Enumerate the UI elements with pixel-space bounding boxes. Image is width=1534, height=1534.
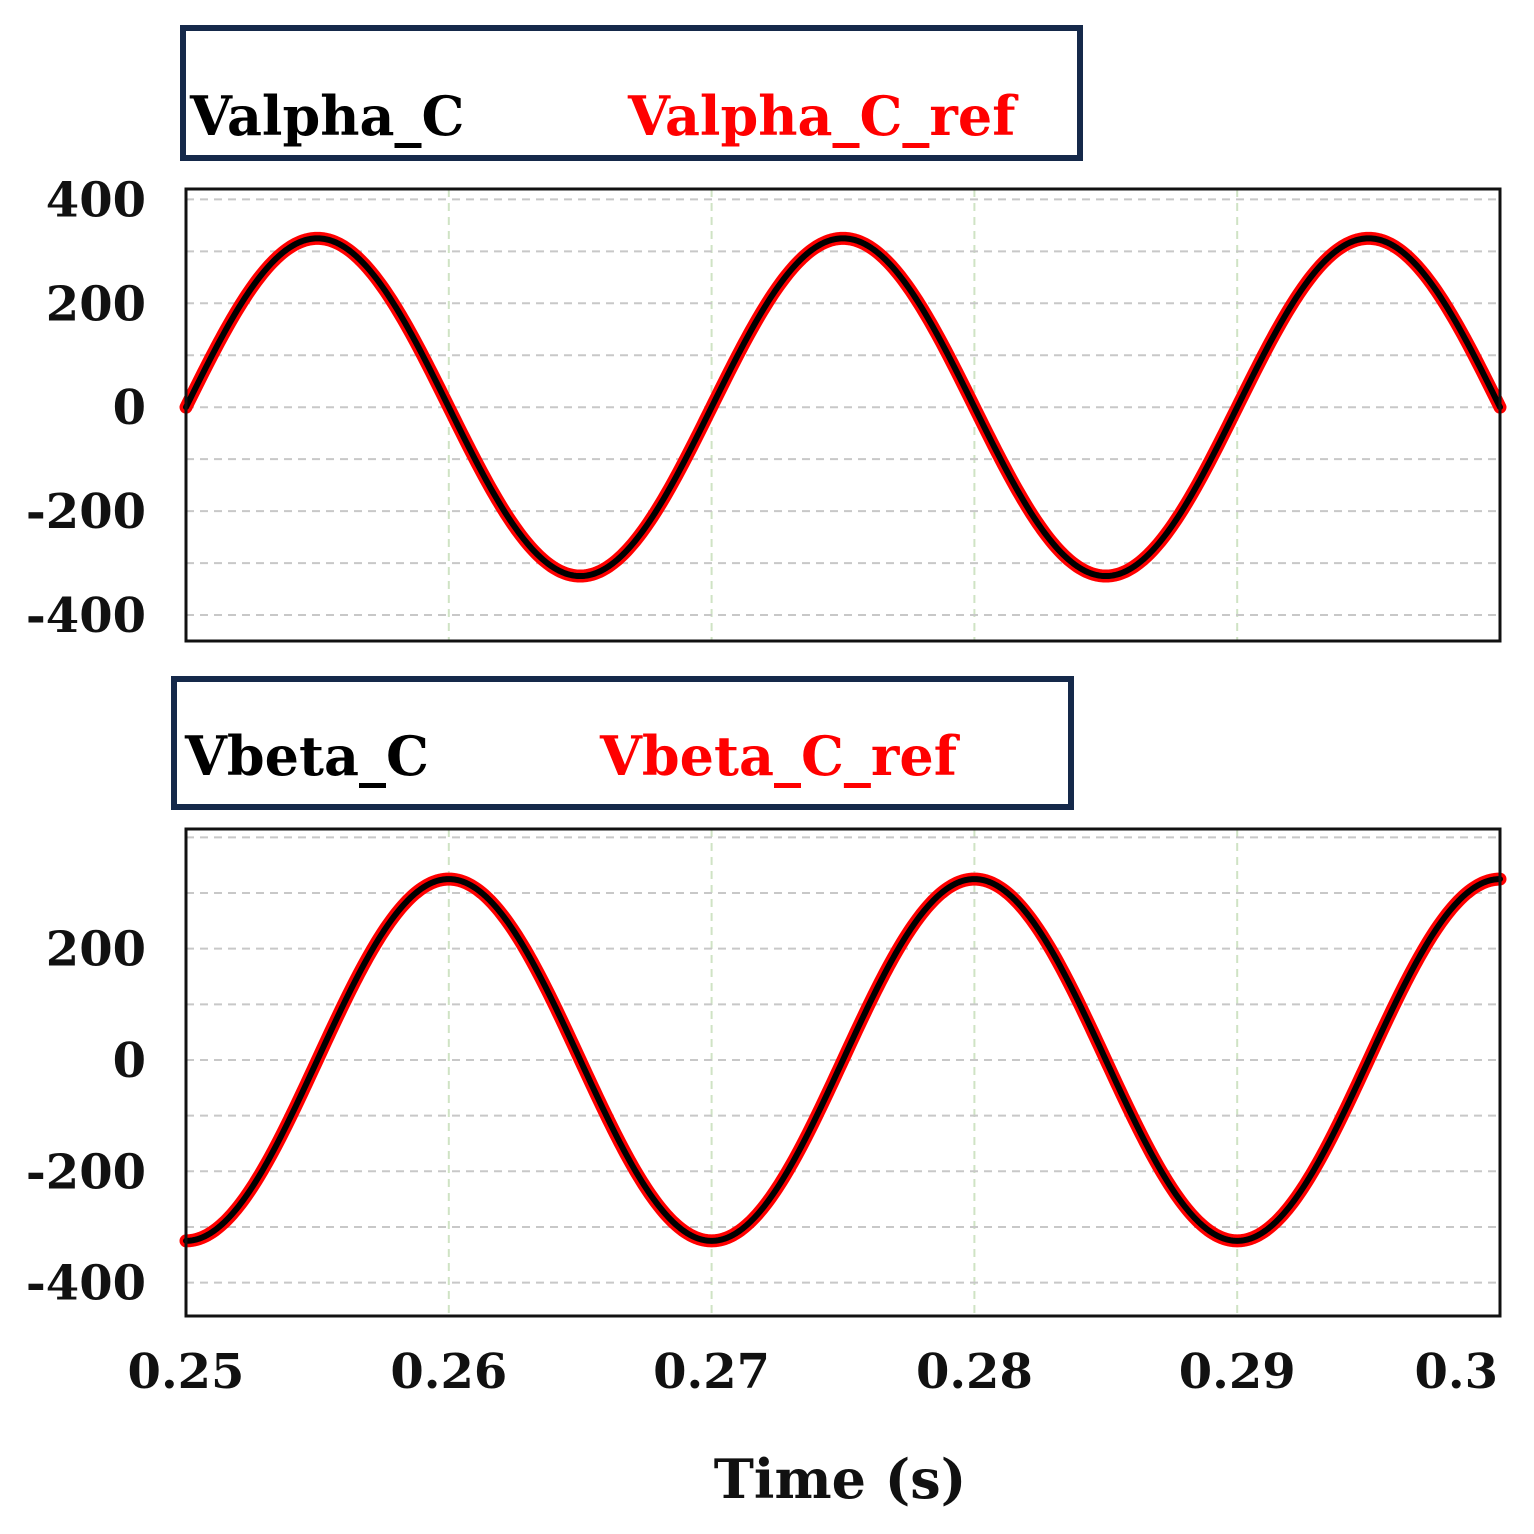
top-panel: 400 200 0 -200 -400: [26, 172, 1507, 644]
top-y-tick-label: 400: [46, 172, 146, 228]
top-y-tick-label: 200: [46, 276, 146, 332]
bottom-y-tick-label: 200: [46, 922, 146, 978]
x-tick-label: 0.27: [653, 1344, 770, 1400]
top-legend: Valpha_C Valpha_C_ref: [180, 25, 1083, 161]
bottom-legend: Vbeta_C Vbeta_C_ref: [171, 676, 1074, 810]
top-y-tick-label: -200: [26, 484, 146, 540]
bottom-grid: [186, 829, 1500, 1316]
top-legend-measured: Valpha_C: [189, 84, 464, 148]
top-legend-box: [180, 25, 1083, 161]
top-grid: [186, 189, 1500, 641]
bottom-plot-frame: [184, 827, 1502, 1318]
top-plot-frame: [184, 187, 1502, 643]
x-tick-label: 0.28: [916, 1344, 1033, 1400]
bottom-legend-measured: Vbeta_C: [184, 724, 429, 788]
bottom-y-tick-label: -200: [26, 1144, 146, 1200]
x-tick-label: 0.25: [128, 1344, 245, 1400]
bottom-legend-reference: Vbeta_C_ref: [599, 724, 961, 788]
top-legend-reference: Valpha_C_ref: [627, 84, 1019, 148]
bottom-y-tick-label: 0: [113, 1033, 146, 1089]
bottom-series-vbeta-c: [183, 876, 1503, 1244]
top-series: [179, 231, 1507, 583]
bottom-panel: 200 0 -200 -400: [26, 827, 1507, 1318]
top-y-tick-label: 0: [113, 380, 146, 436]
x-tick-label: 0.29: [1179, 1344, 1296, 1400]
top-series-valpha-c: [183, 235, 1503, 580]
x-tick-labels: 0.25 0.26 0.27 0.28 0.29 0.3: [128, 1344, 1498, 1400]
x-axis-title: Time (s): [714, 1447, 967, 1511]
bottom-y-tick-label: -400: [26, 1256, 146, 1312]
top-y-tick-label: -400: [26, 588, 146, 644]
bottom-series: [179, 872, 1507, 1248]
bottom-y-ticks: 200 0 -200 -400: [26, 922, 146, 1312]
top-y-ticks: 400 200 0 -200 -400: [26, 172, 146, 644]
bottom-legend-box: [171, 676, 1074, 810]
x-tick-label: 0.26: [390, 1344, 507, 1400]
x-tick-label: 0.3: [1414, 1344, 1498, 1400]
